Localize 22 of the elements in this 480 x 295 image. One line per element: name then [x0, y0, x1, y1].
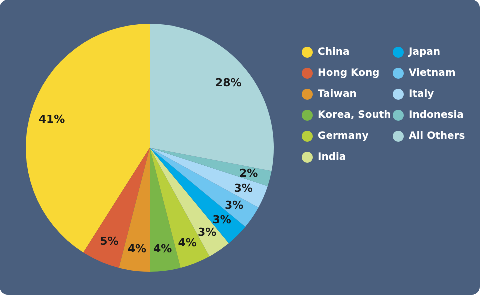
legend-label: Italy — [409, 89, 435, 100]
data-label: 4% — [128, 242, 147, 256]
data-label: 3% — [234, 182, 253, 196]
legend-label: Taiwan — [318, 89, 357, 100]
data-label: 3% — [198, 226, 217, 239]
data-label: 4% — [153, 242, 172, 256]
legend-label: China — [318, 47, 350, 58]
data-label: 41% — [38, 113, 66, 126]
legend-label: Korea, South — [318, 110, 392, 121]
data-label: 2% — [239, 166, 258, 180]
data-label: 28% — [215, 76, 242, 90]
data-label: 4% — [178, 236, 197, 250]
legend-label: All Others — [409, 131, 466, 142]
data-label: 5% — [100, 235, 119, 248]
legend-label: India — [318, 152, 346, 163]
data-label: 3% — [212, 214, 232, 227]
legend-label: Indonesia — [409, 110, 464, 121]
data-label: 3% — [225, 198, 244, 212]
legend-label: Japan — [408, 47, 440, 58]
legend-label: Hong Kong — [318, 68, 380, 79]
legend-label: Vietnam — [409, 68, 456, 79]
legend-label: Germany — [318, 131, 370, 142]
